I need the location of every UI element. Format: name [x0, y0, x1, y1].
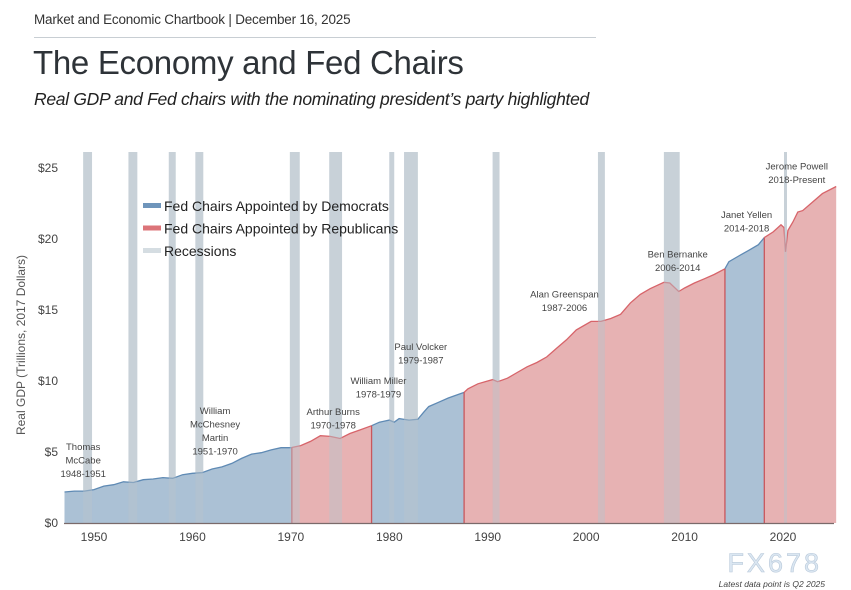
annotation-line: 1978-1979	[356, 390, 401, 401]
democrat-chair-area	[64, 447, 292, 523]
x-tick-label: 1950	[81, 530, 108, 544]
annotation-line: 1948-1951	[60, 469, 105, 480]
annotation-line: McCabe	[65, 456, 100, 467]
annotation-line: Thomas	[66, 442, 101, 453]
republican-chair-area	[464, 268, 725, 523]
recession-overlay	[83, 152, 93, 523]
x-tick-label: 2020	[770, 530, 797, 544]
republican-chair-area	[291, 425, 372, 523]
recession-overlay	[389, 152, 395, 523]
chair-annotation: Ben Bernanke 2006-2014	[648, 250, 708, 275]
x-tick-label: 2010	[671, 530, 698, 544]
annotation-line: Janet Yellen	[721, 210, 772, 221]
annotation-line: 1970-1978	[310, 420, 355, 431]
chair-annotation: Janet Yellen 2014-2018	[721, 210, 772, 235]
recession-overlay	[329, 152, 343, 523]
y-axis-label: Real GDP (Trillions, 2017 Dollars)	[14, 255, 28, 435]
recession-bar	[128, 152, 138, 523]
recession-bar	[83, 152, 93, 523]
annotation-line: 2014-2018	[724, 223, 769, 234]
annotation-line: Alan Greenspan	[530, 289, 599, 300]
x-tick-label: 1990	[474, 530, 501, 544]
democrat-gdp-line	[371, 391, 465, 427]
legend-swatch	[143, 248, 161, 253]
recession-overlay	[128, 152, 138, 523]
legend-label: Fed Chairs Appointed by Republicans	[164, 221, 398, 237]
axes: 1950 1960 1970 1980 1990 2000 2010 2020 $0 $5 $10 $…	[38, 161, 834, 544]
recession-overlay	[168, 152, 176, 523]
y-tick-label: $5	[45, 445, 59, 459]
annotation-line: 2006-2014	[655, 263, 700, 274]
annotation-line: William Miller	[350, 376, 406, 387]
republican-chair-area	[764, 186, 837, 523]
recession-bar	[168, 152, 176, 523]
republican-gdp-line	[291, 425, 372, 449]
annotation-line: Arthur Burns	[307, 407, 361, 418]
chair-annotation: Alan Greenspan 1987-2006	[530, 289, 599, 314]
democrat-gdp-line	[64, 446, 292, 493]
legend: Fed Chairs Appointed by Democrats Fed Cha…	[143, 198, 398, 259]
recession-overlay	[404, 152, 418, 523]
y-tick-label: $15	[38, 303, 58, 317]
header-divider	[34, 37, 596, 38]
democrat-chair-area	[724, 237, 765, 523]
legend-label: Fed Chairs Appointed by Democrats	[164, 198, 389, 214]
annotation-line: 2018-Present	[768, 175, 825, 186]
recession-overlay	[492, 152, 500, 523]
annotation-line: Jerome Powell	[766, 162, 828, 173]
x-tick-label: 1980	[376, 530, 403, 544]
recession-bar	[289, 152, 300, 523]
page-subtitle: Real GDP and Fed chairs with the nominat…	[34, 89, 589, 109]
annotation-line: 1987-2006	[542, 303, 587, 314]
y-tick-label: $20	[38, 232, 58, 246]
y-tick-label: $0	[45, 516, 59, 530]
recession-overlay	[783, 152, 787, 523]
republican-gdp-line	[763, 185, 837, 252]
legend-swatch	[143, 203, 161, 208]
annotation-line: 1951-1970	[192, 446, 237, 457]
chair-annotation: William Miller 1978-1979	[350, 376, 406, 401]
watermark: FX678	[727, 548, 822, 578]
chartbook-kicker: Market and Economic Chartbook | December…	[34, 12, 351, 27]
y-tick-label: $25	[38, 161, 58, 175]
annotation-line: Ben Bernanke	[648, 250, 708, 261]
gdp-area	[64, 185, 837, 523]
page-title: The Economy and Fed Chairs	[33, 44, 464, 81]
footnote: Latest data point is Q2 2025	[719, 579, 826, 589]
recession-bar	[389, 152, 395, 523]
annotation-line: Martin	[202, 433, 228, 444]
democrat-chair-area	[371, 392, 465, 523]
recession-overlay	[289, 152, 300, 523]
recession-bar	[329, 152, 343, 523]
x-tick-label: 2000	[573, 530, 600, 544]
annotation-line: McChesney	[190, 419, 240, 430]
chair-annotation: Thomas McCabe 1948-1951	[60, 442, 105, 480]
democrat-gdp-line	[724, 237, 765, 270]
recession-bar	[492, 152, 500, 523]
chair-annotation: Paul Volcker 1979-1987	[394, 342, 447, 367]
legend-label: Recessions	[164, 243, 236, 259]
recession-overlay	[663, 152, 680, 523]
annotation-line: Paul Volcker	[394, 342, 447, 353]
legend-swatch	[143, 225, 161, 231]
chair-annotation: William McChesney Martin 1951-1970	[190, 406, 240, 458]
recession-overlays	[83, 152, 787, 523]
annotation-line: William	[200, 406, 231, 417]
x-tick-label: 1960	[179, 530, 206, 544]
republican-gdp-line	[463, 268, 726, 393]
chair-annotations: Thomas McCabe 1948-1951 William McChesney Mar…	[60, 162, 827, 480]
y-tick-label: $10	[38, 374, 58, 388]
chair-annotation: Arthur Burns 1970-1978	[307, 407, 361, 432]
recession-bar	[195, 152, 204, 523]
recession-overlay	[597, 152, 605, 523]
recession-overlay	[195, 152, 204, 523]
annotation-line: 1979-1987	[398, 355, 443, 366]
x-tick-label: 1970	[278, 530, 305, 544]
chair-annotation: Jerome Powell 2018-Present	[766, 162, 828, 187]
